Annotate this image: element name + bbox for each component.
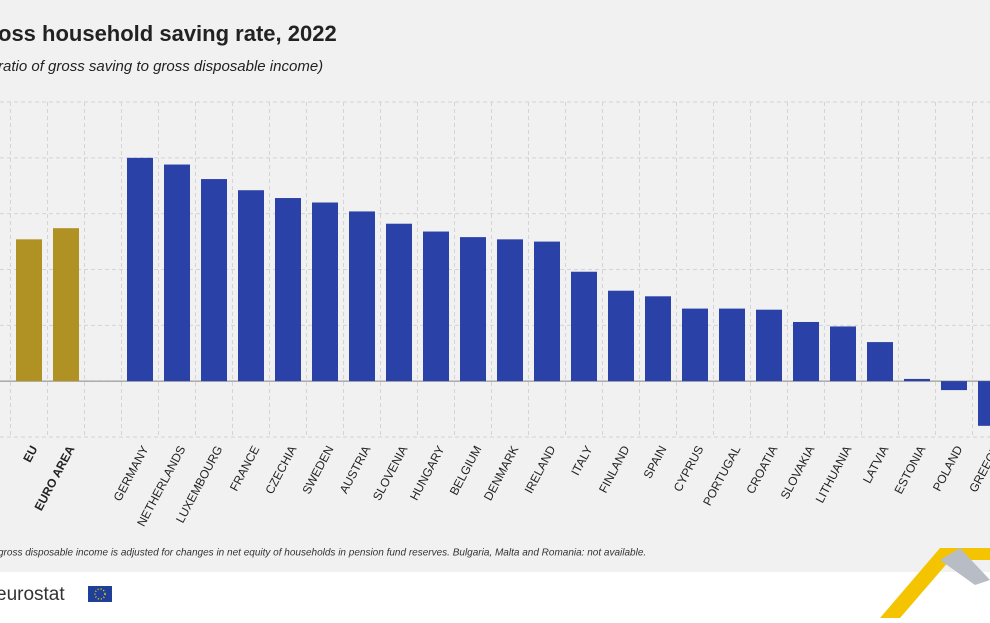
bar	[756, 309, 782, 382]
bar	[238, 190, 264, 382]
bar	[793, 321, 819, 382]
bar	[349, 211, 375, 382]
bar	[645, 296, 671, 382]
bar	[682, 308, 708, 382]
bar	[16, 239, 42, 382]
source-logo: eurostat	[0, 584, 65, 605]
bar	[497, 239, 523, 382]
bar	[53, 228, 79, 382]
bar	[164, 164, 190, 382]
footnote: gross disposable income is adjusted for …	[0, 548, 646, 559]
decoration	[880, 548, 990, 618]
bar	[941, 381, 967, 391]
footer-background	[0, 572, 990, 618]
bar	[978, 381, 990, 426]
bar	[719, 308, 745, 382]
bar	[534, 241, 560, 382]
bar	[275, 198, 301, 382]
bar	[460, 237, 486, 382]
bar	[830, 326, 856, 382]
chart-title: oss household saving rate, 2022	[0, 21, 337, 46]
bar	[312, 202, 338, 382]
bar	[608, 290, 634, 382]
bar	[201, 179, 227, 382]
bar	[904, 378, 930, 382]
chart-subtitle: ratio of gross saving to gross disposabl…	[0, 58, 323, 75]
x-tick-label: EU	[20, 443, 40, 464]
bar	[386, 223, 412, 382]
bar	[423, 231, 449, 382]
bar	[571, 271, 597, 382]
decoration	[940, 548, 990, 585]
bar	[867, 342, 893, 382]
bar	[127, 157, 153, 382]
eu-stars	[94, 588, 106, 600]
eu-flag	[88, 586, 112, 602]
